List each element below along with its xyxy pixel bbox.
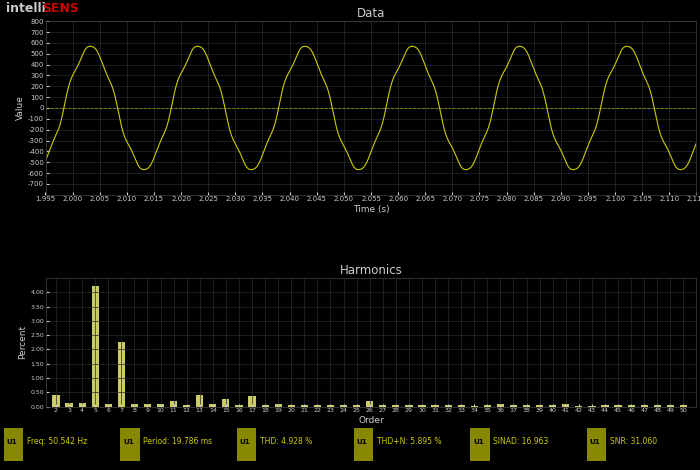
Bar [170, 401, 177, 407]
Bar [157, 404, 164, 407]
Bar [601, 405, 608, 407]
Text: Freq: 50.542 Hz: Freq: 50.542 Hz [27, 437, 87, 446]
Bar [667, 406, 674, 407]
Y-axis label: Value: Value [16, 95, 25, 120]
Bar [105, 404, 112, 407]
Bar [484, 406, 491, 407]
Bar [458, 406, 465, 407]
Bar [327, 405, 334, 407]
Bar [340, 406, 347, 407]
Text: U1: U1 [123, 439, 134, 445]
Bar [144, 404, 151, 407]
Bar [392, 406, 400, 407]
Bar [587, 428, 606, 461]
Bar [627, 406, 635, 407]
Bar [314, 405, 321, 407]
Bar [92, 287, 99, 407]
Bar [120, 428, 140, 461]
Text: SENS: SENS [42, 2, 79, 16]
Bar [196, 394, 203, 407]
Text: SNR: 31.060: SNR: 31.060 [610, 437, 657, 446]
Bar [680, 406, 687, 407]
Bar [4, 428, 23, 461]
X-axis label: Order: Order [358, 416, 384, 425]
Bar [235, 405, 243, 407]
Bar [640, 406, 648, 407]
Bar [248, 396, 256, 407]
X-axis label: Time (s): Time (s) [353, 205, 389, 214]
Bar [536, 406, 543, 407]
Text: U1: U1 [473, 439, 484, 445]
Bar [209, 404, 216, 407]
Bar [431, 405, 439, 407]
Text: U1: U1 [589, 439, 601, 445]
Bar [301, 405, 308, 407]
Bar [510, 406, 517, 407]
Bar [118, 342, 125, 407]
Bar [615, 406, 622, 407]
Y-axis label: Percent: Percent [19, 325, 27, 359]
Bar [654, 406, 661, 407]
Bar [274, 404, 282, 407]
Title: Data: Data [357, 7, 385, 20]
Text: intelli: intelli [6, 2, 46, 16]
Bar [78, 403, 85, 407]
Text: U1: U1 [356, 439, 367, 445]
Bar [405, 406, 412, 407]
Bar [183, 405, 190, 407]
Bar [549, 406, 557, 407]
Bar [237, 428, 256, 461]
Bar [354, 428, 373, 461]
Bar [523, 406, 530, 407]
Bar [497, 404, 504, 407]
Title: Harmonics: Harmonics [340, 264, 402, 277]
Text: THD: 4.928 %: THD: 4.928 % [260, 437, 312, 446]
Bar [223, 400, 230, 407]
Bar [470, 428, 490, 461]
Bar [470, 406, 478, 407]
Bar [52, 394, 60, 407]
Bar [419, 406, 426, 407]
Text: U1: U1 [6, 439, 17, 445]
Bar [575, 406, 582, 407]
Bar [262, 405, 269, 407]
Text: U1: U1 [239, 439, 251, 445]
Text: Period: 19.786 ms: Period: 19.786 ms [144, 437, 212, 446]
Bar [65, 403, 73, 407]
Bar [588, 406, 596, 407]
Bar [288, 405, 295, 407]
Bar [562, 404, 569, 407]
Bar [131, 404, 138, 407]
Bar [379, 405, 386, 407]
Text: SINAD: 16.963: SINAD: 16.963 [494, 437, 549, 446]
Bar [366, 401, 373, 407]
Bar [353, 405, 360, 407]
Text: THD+N: 5.895 %: THD+N: 5.895 % [377, 437, 441, 446]
Bar [444, 406, 452, 407]
